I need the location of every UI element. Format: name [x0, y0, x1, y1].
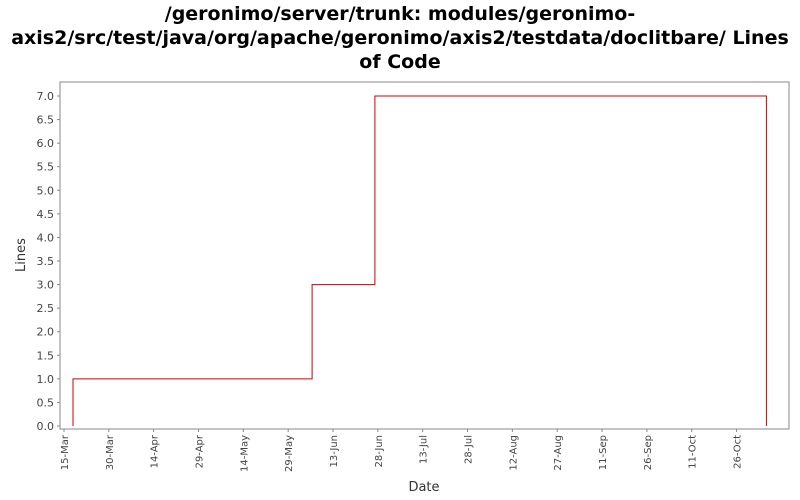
y-tick-label: 0.5 [37, 396, 55, 409]
y-tick-label: 3.5 [37, 255, 55, 268]
x-axis-label: Date [408, 480, 439, 495]
y-tick-label: 7.0 [37, 90, 55, 103]
y-tick-label: 4.0 [37, 231, 55, 244]
y-tick-label: 5.5 [37, 161, 55, 174]
y-tick-label: 3.0 [37, 279, 55, 292]
y-tick-label: 1.0 [37, 373, 55, 386]
chart-title-line-2: axis2/src/test/java/org/apache/geronimo/… [11, 27, 789, 49]
x-tick-label: 26-Oct [733, 435, 744, 469]
y-axis: 0.0 0.5 1.0 1.5 2.0 2.5 3.0 3.5 4.0 4.5 5.0 5.5 6.0 6… [37, 90, 60, 433]
y-tick-label: 6.0 [37, 137, 55, 150]
series-line-0 [72, 95, 767, 426]
y-tick-label: 2.0 [37, 326, 55, 339]
y-tick-label: 1.5 [37, 349, 55, 362]
chart-title: /geronimo/server/trunk: modules/geronimo… [0, 2, 800, 74]
x-tick-label: 11-Sep [598, 435, 609, 470]
series-group [72, 95, 767, 426]
x-tick-label: 27-Aug [553, 435, 564, 471]
x-tick-label: 28-Jun [374, 435, 385, 468]
plot-area [59, 81, 790, 430]
y-axis-label: Lines [14, 238, 29, 272]
x-axis: 15-Mar 30-Mar 14-Apr 29-Apr 14-May 29-May 13-J… [60, 429, 744, 472]
y-tick-label: 2.5 [37, 302, 55, 315]
x-tick-label: 29-Apr [195, 434, 206, 468]
x-tick-label: 11-Oct [688, 435, 699, 469]
x-tick-label: 14-May [239, 435, 250, 472]
chart-title-line-1: /geronimo/server/trunk: modules/geronimo… [164, 3, 636, 25]
y-tick-label: 5.0 [37, 184, 55, 197]
x-tick-label: 13-Jul [419, 435, 430, 464]
x-tick-label: 13-Jun [329, 435, 340, 468]
x-tick-label: 14-Apr [150, 434, 161, 468]
x-tick-label: 29-May [284, 435, 295, 472]
chart-title-line-3: of Code [359, 51, 441, 73]
x-tick-label: 28-Jul [464, 435, 475, 464]
x-tick-label: 12-Aug [508, 435, 519, 471]
x-tick-label: 30-Mar [105, 434, 116, 470]
y-tick-label: 4.5 [37, 208, 55, 221]
y-tick-label: 0.0 [37, 420, 55, 433]
x-tick-label: 15-Mar [60, 434, 71, 470]
x-tick-label: 26-Sep [643, 435, 654, 470]
y-tick-label: 6.5 [37, 114, 55, 127]
